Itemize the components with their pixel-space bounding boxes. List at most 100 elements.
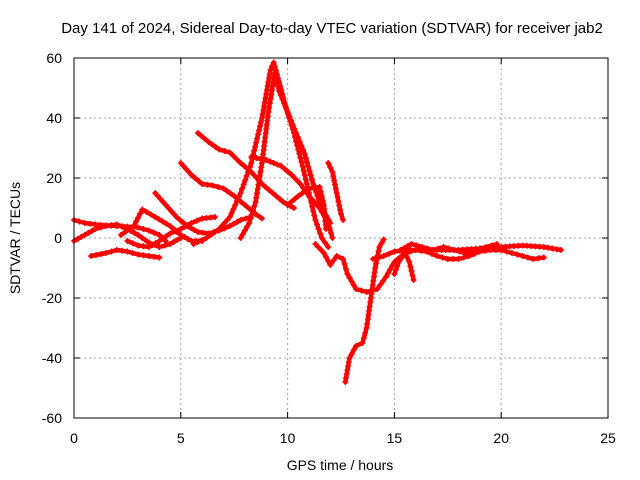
- axis-ticks: 0 5 10 15 20 25 -60 -40 -20 0 20 40 60: [42, 50, 616, 446]
- data-point: [439, 254, 446, 261]
- data-point: [194, 130, 201, 136]
- data-point: [239, 185, 246, 192]
- data-point: [284, 202, 291, 208]
- data-point: [185, 169, 192, 175]
- data-point: [239, 231, 246, 238]
- data-point: [188, 172, 195, 178]
- data-point: [177, 226, 184, 232]
- data-point: [119, 247, 126, 254]
- data-point: [156, 244, 163, 250]
- data-point: [298, 158, 305, 165]
- data-point: [535, 255, 542, 262]
- data-point: [301, 151, 308, 157]
- data-point: [184, 236, 191, 242]
- data-point: [188, 220, 195, 226]
- data-point: [242, 177, 249, 184]
- data-point: [163, 220, 170, 227]
- data-point: [332, 185, 339, 192]
- data-point: [251, 203, 258, 210]
- data-point: [295, 193, 302, 199]
- data-point: [154, 193, 161, 199]
- data-point: [337, 206, 344, 213]
- data-point: [244, 223, 250, 230]
- data-point: [267, 158, 273, 165]
- data-point: [204, 181, 211, 188]
- data-point: [312, 217, 319, 223]
- data-point: [394, 263, 401, 269]
- plot-frame: [73, 57, 609, 419]
- data-point: [302, 188, 309, 194]
- series-track-q: [397, 241, 500, 256]
- x-axis-title: GPS time / hours: [287, 457, 394, 473]
- series-track-e: [124, 214, 218, 250]
- data-point: [173, 214, 180, 220]
- series-track-l: [284, 184, 329, 232]
- data-point: [266, 71, 273, 77]
- data-point: [145, 244, 152, 250]
- x-tick-label: 20: [493, 430, 509, 446]
- data-point: [503, 248, 510, 255]
- data-point: [300, 146, 306, 153]
- data-point: [203, 235, 210, 241]
- data-point: [228, 210, 235, 216]
- data-point: [267, 67, 274, 73]
- data-point: [370, 277, 377, 284]
- data-point: [325, 258, 332, 264]
- data-point: [172, 228, 179, 235]
- data-point: [194, 229, 201, 235]
- data-point: [435, 245, 442, 252]
- data-point: [378, 240, 385, 247]
- data-point: [298, 190, 305, 197]
- data-point: [412, 247, 419, 253]
- data-point: [248, 154, 255, 160]
- data-point: [395, 259, 402, 265]
- data-point: [277, 92, 284, 99]
- data-point: [317, 230, 324, 237]
- data-point: [268, 91, 275, 98]
- data-point: [151, 229, 158, 236]
- data-point: [124, 238, 131, 244]
- data-point: [294, 134, 301, 141]
- data-point: [194, 239, 201, 245]
- data-point: [192, 175, 198, 181]
- data-point: [549, 245, 556, 252]
- data-point: [198, 133, 205, 139]
- data-point: [234, 198, 240, 204]
- data-point: [215, 184, 222, 190]
- data-point: [540, 254, 547, 261]
- data-point: [408, 268, 415, 274]
- data-point: [492, 247, 499, 253]
- data-point: [472, 247, 479, 253]
- data-point: [237, 217, 244, 223]
- data-point: [362, 330, 369, 336]
- data-point: [221, 220, 228, 226]
- data-point: [254, 190, 260, 197]
- data-point: [76, 218, 83, 225]
- data-point: [343, 371, 350, 377]
- data-point: [332, 181, 338, 188]
- data-point: [281, 100, 288, 107]
- data-point: [131, 230, 138, 236]
- data-point: [312, 241, 319, 247]
- data-point: [279, 96, 286, 103]
- data-point: [297, 154, 304, 161]
- data-point: [530, 256, 537, 262]
- data-point: [87, 220, 93, 227]
- data-point: [237, 190, 244, 196]
- data-point: [261, 103, 268, 109]
- data-point: [289, 121, 296, 128]
- data-point: [318, 235, 325, 241]
- data-point: [319, 197, 326, 204]
- data-point: [315, 244, 322, 250]
- data-point: [161, 242, 168, 249]
- series-track-h: [194, 130, 297, 211]
- data-point: [407, 263, 414, 270]
- data-point: [93, 252, 100, 258]
- data-point: [216, 226, 223, 232]
- data-point: [344, 367, 351, 373]
- data-point: [271, 70, 278, 76]
- data-point: [261, 99, 268, 105]
- data-point: [187, 225, 194, 231]
- data-point: [382, 274, 389, 280]
- data-point: [341, 261, 348, 267]
